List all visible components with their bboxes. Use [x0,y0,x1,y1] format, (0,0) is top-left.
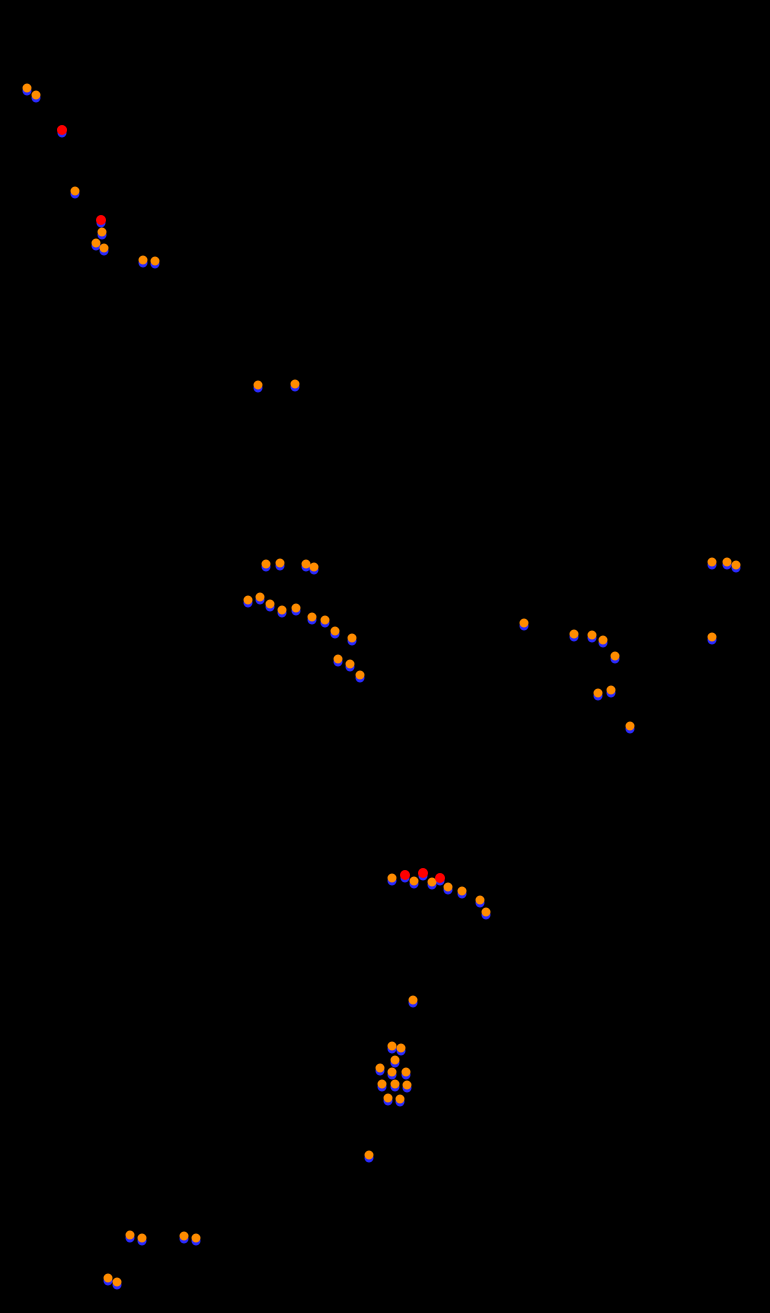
scatter-point [410,877,419,886]
scatter-point [708,633,717,642]
scatter-point [376,1064,385,1073]
scatter-point [276,559,285,568]
scatter-point [139,256,148,265]
scatter-plot [0,0,770,1313]
scatter-point [409,996,418,1005]
scatter-point [444,883,453,892]
scatter-point [256,593,265,602]
scatter-point [476,896,485,905]
scatter-point [331,627,340,636]
scatter-point [126,1231,135,1240]
scatter-point [98,228,107,237]
scatter-point [599,636,608,645]
scatter-point-highlight [96,215,106,225]
scatter-point [378,1080,387,1089]
scatter-point [708,558,717,567]
scatter-point [403,1081,412,1090]
scatter-point [346,660,355,669]
scatter-point [388,1068,397,1077]
scatter-point [588,631,597,640]
scatter-point [611,652,620,661]
scatter-point [458,887,467,896]
scatter-point [384,1094,393,1103]
scatter-point [348,634,357,643]
scatter-point [308,613,317,622]
scatter-point [391,1080,400,1089]
scatter-point [723,558,732,567]
scatter-point [138,1234,147,1243]
scatter-point [71,187,80,196]
scatter-point [594,689,603,698]
scatter-point [520,619,529,628]
scatter-point [388,1042,397,1051]
scatter-point [192,1234,201,1243]
scatter-point [100,244,109,253]
scatter-point [310,563,319,572]
scatter-point [388,874,397,883]
scatter-point-highlight [435,873,445,883]
scatter-point [334,655,343,664]
scatter-point [396,1095,405,1104]
scatter-point [397,1044,406,1053]
scatter-point-highlight [418,868,428,878]
scatter-point [626,722,635,731]
scatter-point [244,596,253,605]
scatter-point [23,84,32,93]
scatter-point-highlight [57,125,67,135]
scatter-point [356,671,365,680]
scatter-point [262,560,271,569]
scatter-point [32,91,41,100]
scatter-point [151,257,160,266]
scatter-point [570,630,579,639]
scatter-point [113,1278,122,1287]
scatter-point [365,1151,374,1160]
scatter-point [607,686,616,695]
scatter-point [104,1274,113,1283]
scatter-point [321,616,330,625]
scatter-point [391,1056,400,1065]
scatter-point [292,604,301,613]
scatter-point [402,1068,411,1077]
scatter-point [266,600,275,609]
scatter-point [291,380,300,389]
scatter-point [732,561,741,570]
scatter-point [254,381,263,390]
scatter-point [482,908,491,917]
scatter-point [278,606,287,615]
scatter-point [180,1232,189,1241]
scatter-point-highlight [400,870,410,880]
